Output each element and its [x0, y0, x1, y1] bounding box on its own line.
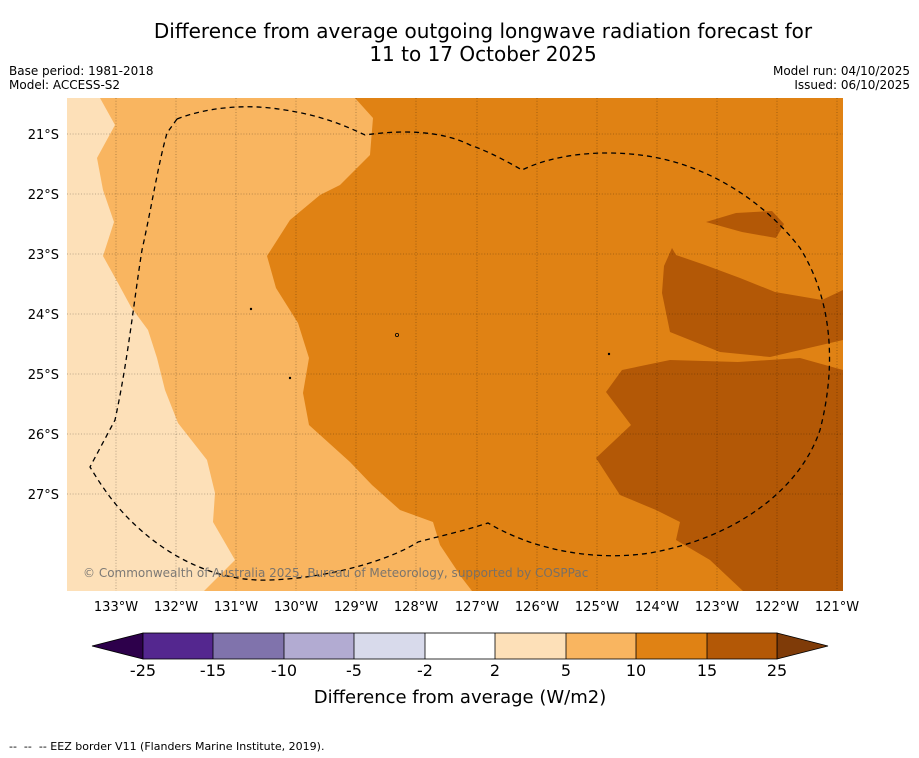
lon-label: 130°W [274, 600, 318, 615]
eez-border [89, 106, 831, 581]
colorbar-tick-label: -10 [271, 661, 297, 680]
colorbar-tick-label: -15 [200, 661, 226, 680]
colorbar-tick-label: 25 [767, 661, 787, 680]
region-15-to-25 [596, 358, 843, 591]
lon-label: 122°W [755, 600, 799, 615]
lon-label: 127°W [455, 600, 499, 615]
lat-label: 26°S [28, 428, 59, 443]
lat-label: 27°S [28, 488, 59, 503]
grid-lines [67, 98, 843, 591]
lon-label: 126°W [515, 600, 559, 615]
island-marker [249, 307, 253, 311]
islands [249, 307, 611, 380]
map-panel: © Commonwealth of Australia 2025, Bureau… [67, 98, 843, 591]
lat-label: 22°S [28, 188, 59, 203]
colorbar-segment [354, 633, 425, 659]
colorbar-tick-label: 5 [561, 661, 571, 680]
island-marker [394, 332, 399, 337]
colorbar-tick-label: 2 [490, 661, 500, 680]
colorbar-segment [495, 633, 566, 659]
colorbar-segment [707, 633, 777, 659]
region-15-to-25 [706, 211, 784, 238]
lon-label: 131°W [214, 600, 258, 615]
lat-label: 24°S [28, 308, 59, 323]
lon-label: 133°W [94, 600, 138, 615]
model-label: Model: ACCESS-S2 [9, 78, 121, 92]
colorbar-tick-label: 15 [697, 661, 717, 680]
issued-label: Issued: 06/10/2025 [794, 78, 910, 92]
lon-label: 128°W [394, 600, 438, 615]
model-run-label: Model run: 04/10/2025 [772, 64, 910, 78]
colorbar-tick-label: 10 [626, 661, 646, 680]
colorbar-outline [142, 632, 778, 660]
colorbar-segment [143, 633, 214, 659]
lon-label: 132°W [154, 600, 198, 615]
lon-label: 123°W [695, 600, 739, 615]
lon-label: 125°W [575, 600, 619, 615]
lon-label: 129°W [334, 600, 378, 615]
colorbar: -25 -15 -10 -5 -2 2 5 10 15 25 Differenc… [91, 632, 829, 708]
lon-label: 121°W [815, 600, 859, 615]
chart-title-line2: 11 to 17 October 2025 [369, 42, 597, 66]
longitude-labels: 133°W 132°W 131°W 130°W 129°W 128°W 127°… [94, 600, 859, 615]
latitude-labels: 21°S 22°S 23°S 24°S 25°S 26°S 27°S [28, 128, 59, 503]
chart-title-line1: Difference from average outgoing longwav… [153, 19, 813, 43]
colorbar-segment [284, 633, 355, 659]
lat-label: 23°S [28, 248, 59, 263]
colorbar-tick-label: -5 [346, 661, 362, 680]
colorbar-segment [636, 633, 707, 659]
island-marker [607, 352, 611, 356]
copyright-notice: © Commonwealth of Australia 2025, Bureau… [83, 566, 588, 580]
lat-label: 21°S [28, 128, 59, 143]
colorbar-segment [425, 633, 496, 659]
lon-label: 124°W [635, 600, 679, 615]
colorbar-over-arrow [776, 632, 829, 660]
colorbar-tick-label: -2 [417, 661, 433, 680]
lat-label: 25°S [28, 368, 59, 383]
base-period-label: Base period: 1981-2018 [9, 64, 154, 78]
colorbar-title: Difference from average (W/m2) [314, 687, 606, 708]
colorbar-segment [213, 633, 284, 659]
region-15-to-25 [662, 248, 843, 357]
eez-legend-note: -- -- -- EEZ border V11 (Flanders Marine… [9, 740, 325, 753]
colorbar-under-arrow [91, 632, 144, 660]
colorbar-segment [566, 633, 637, 659]
colorbar-tick-label: -25 [130, 661, 156, 680]
island-marker [288, 376, 292, 380]
